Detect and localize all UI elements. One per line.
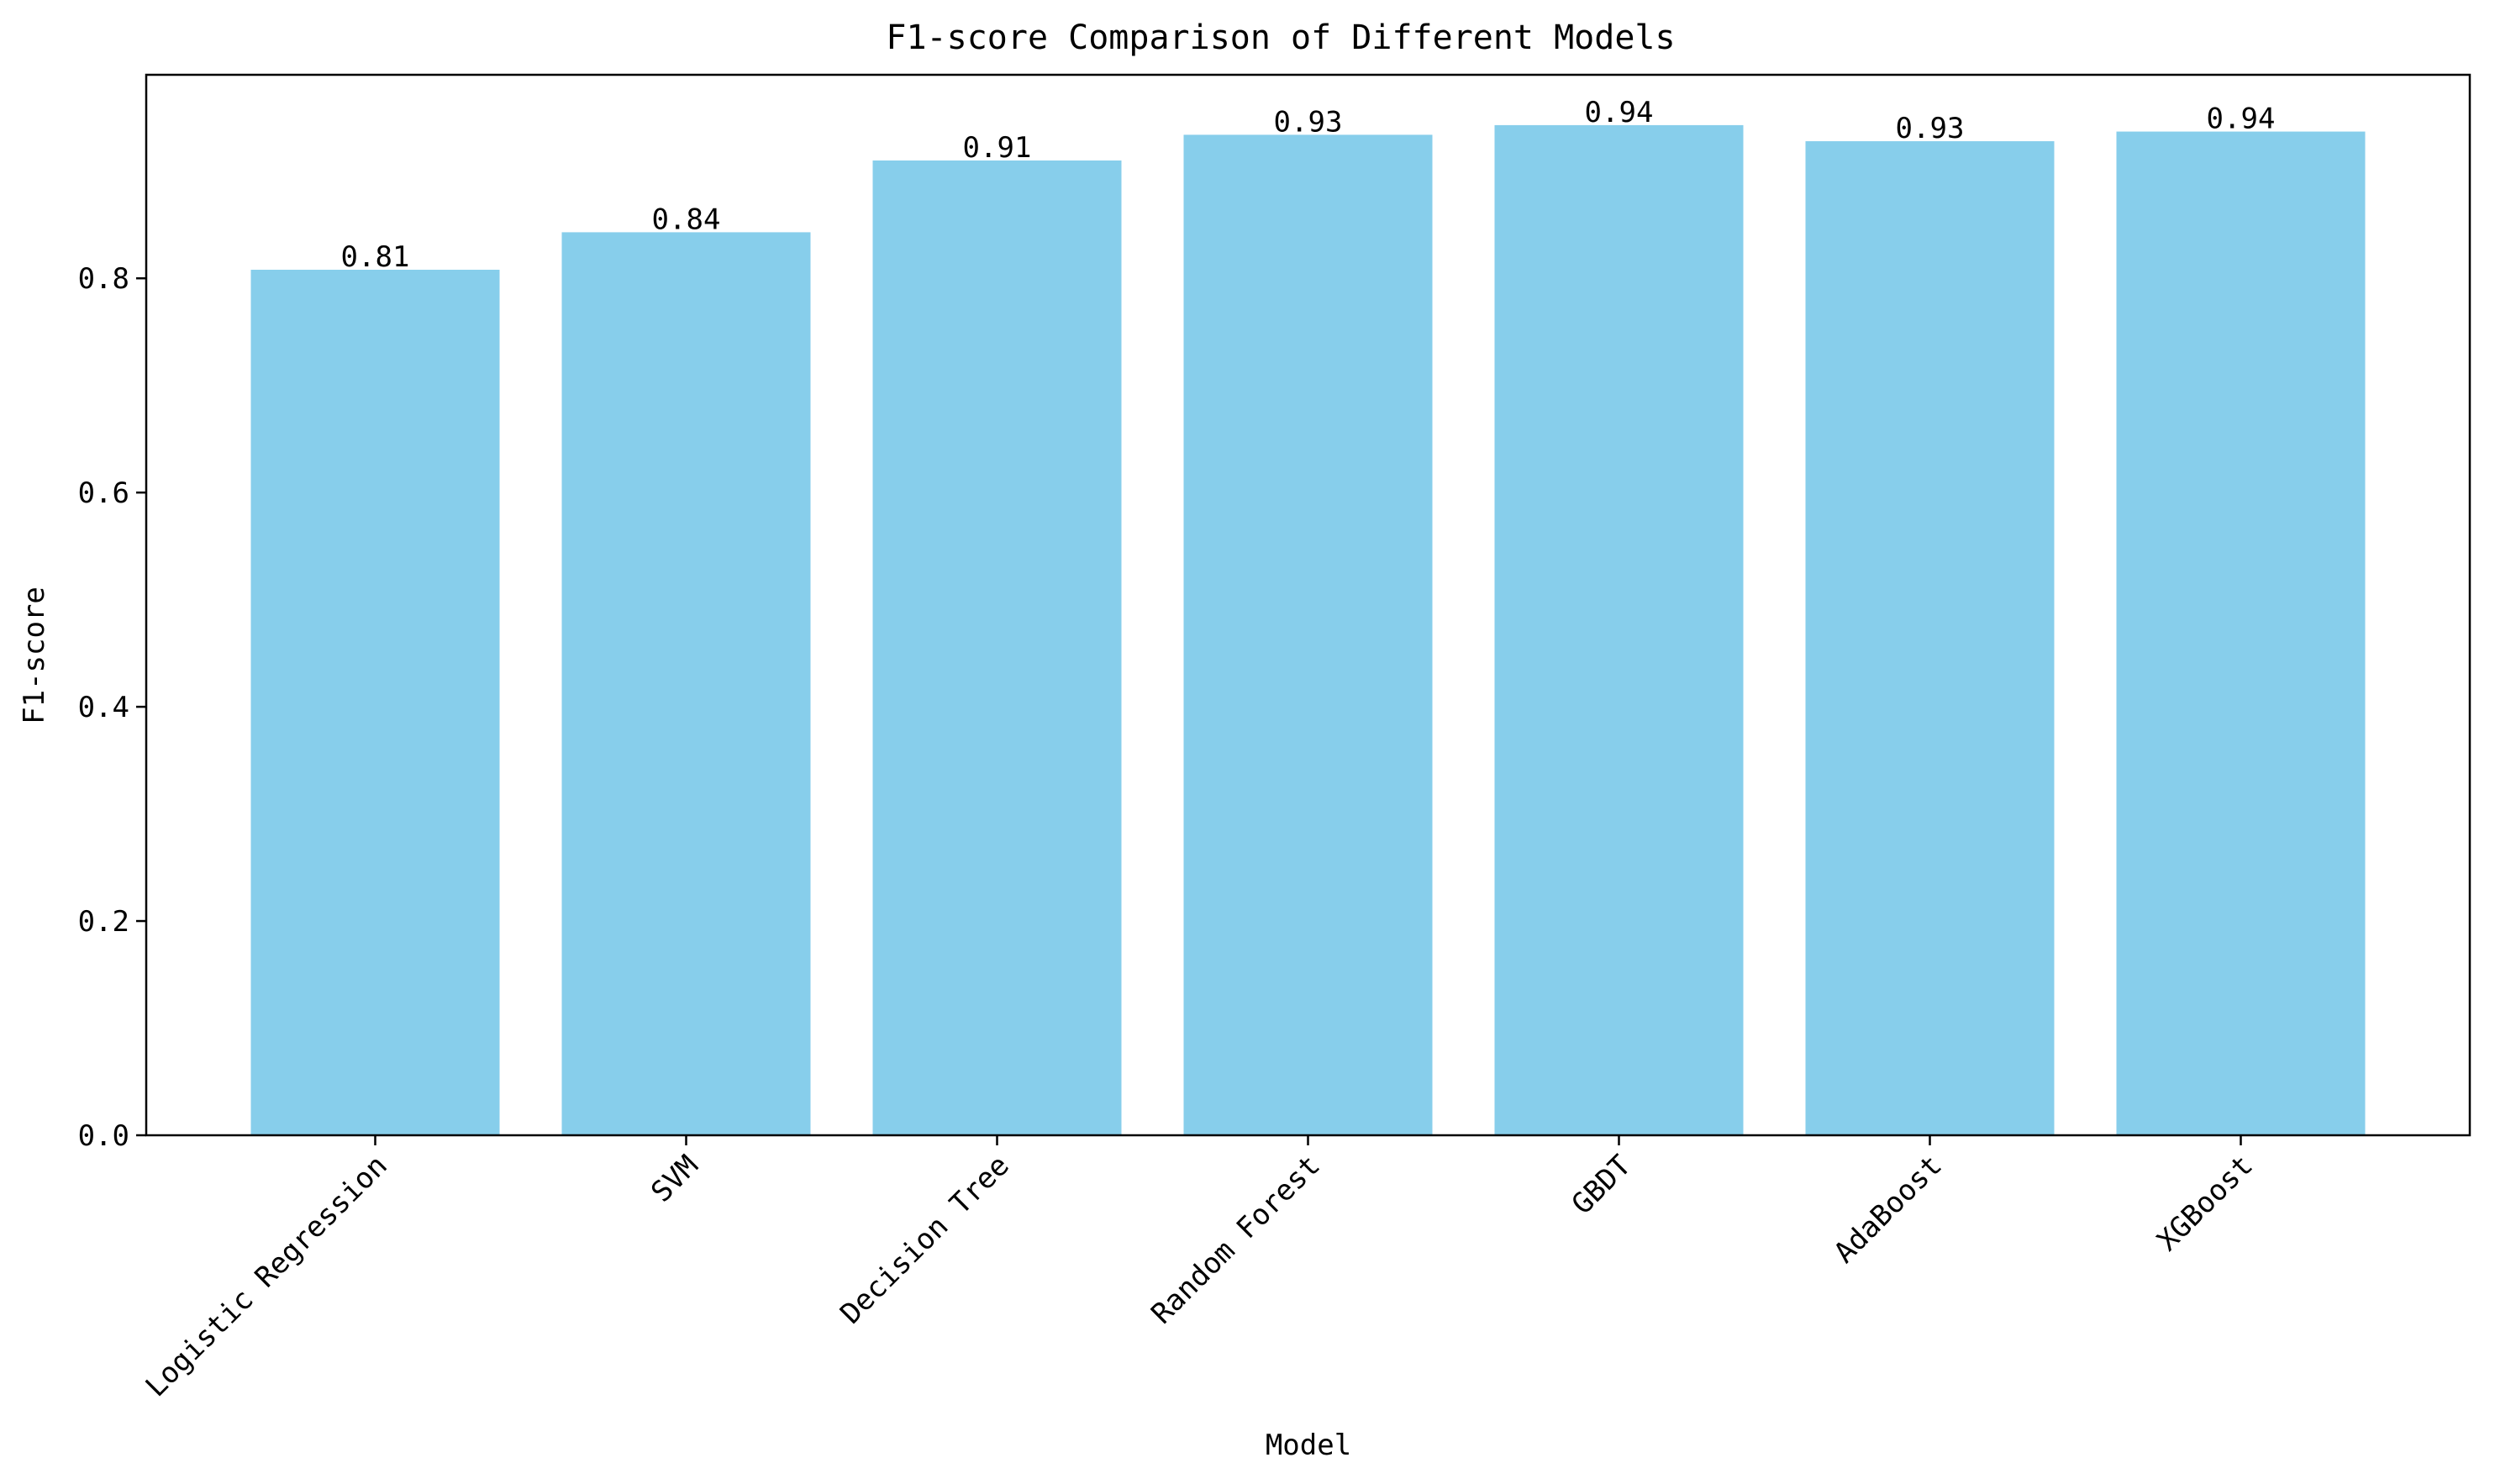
value-label-random-forest: 0.93: [1274, 105, 1343, 139]
bar-decision-tree: [872, 160, 1122, 1136]
bar-logistic-regression: [250, 270, 500, 1135]
y-ticks-layer: 0.0 0.2 0.4 0.6 0.8: [78, 262, 146, 1153]
bar-xgboost: [2116, 131, 2366, 1135]
value-label-decision-tree: 0.91: [963, 131, 1032, 165]
plot-frame: [145, 73, 2471, 1137]
value-label-gbdt: 0.94: [1585, 96, 1654, 129]
y-tick-label: 0.8: [78, 262, 129, 296]
y-tick-label: 0.0: [78, 1119, 129, 1153]
bar-adaboost: [1805, 141, 2055, 1136]
y-tick-label: 0.4: [78, 691, 129, 724]
chart-title: F1-score Comparison of Different Models: [886, 18, 1675, 57]
y-axis-label: F1-score: [18, 587, 51, 724]
value-label-xgboost: 0.94: [2207, 103, 2276, 136]
bars-layer: [250, 124, 2366, 1136]
value-labels-layer: 0.81 0.84 0.91 0.93 0.94 0.93 0.94: [341, 96, 2276, 274]
y-tick-label: 0.6: [78, 476, 129, 510]
value-label-svm: 0.84: [652, 203, 721, 236]
bar-svm: [561, 232, 811, 1135]
y-tick-label: 0.2: [78, 905, 129, 939]
bar-random-forest: [1183, 134, 1433, 1135]
value-label-adaboost: 0.93: [1896, 112, 1965, 145]
x-axis-label: Model: [1266, 1429, 1351, 1462]
bar-gbdt: [1494, 124, 1744, 1136]
value-label-logistic-regression: 0.81: [341, 240, 410, 274]
